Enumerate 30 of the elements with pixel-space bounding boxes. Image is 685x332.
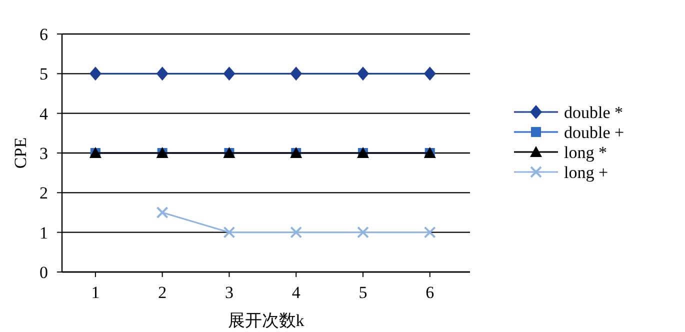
- x-tick-label: 5: [358, 283, 368, 302]
- y-tick-label: 0: [40, 263, 48, 282]
- x-tick-label: 4: [292, 283, 301, 302]
- x-axis-title: 展开次数k: [228, 311, 305, 330]
- x-tick-label: 2: [158, 283, 167, 302]
- point: [223, 226, 236, 238]
- legend-label: double +: [564, 123, 624, 142]
- x-tick-label: 3: [224, 283, 234, 302]
- y-tick-label: 4: [40, 104, 48, 124]
- point: [156, 66, 168, 81]
- point: [424, 66, 436, 81]
- legend-label: long +: [564, 163, 608, 182]
- point: [356, 226, 369, 238]
- point: [290, 66, 302, 81]
- y-tick-label: 6: [40, 25, 48, 44]
- point: [156, 206, 168, 218]
- y-tick-label: 3: [40, 144, 48, 163]
- y-tick-label: 2: [40, 184, 48, 203]
- point: [356, 66, 369, 81]
- y-tick-label: 1: [40, 223, 48, 242]
- legend-label: double *: [564, 103, 624, 122]
- point: [223, 66, 236, 81]
- x-tick-label: 6: [426, 283, 434, 302]
- legend-label: long *: [564, 143, 607, 162]
- y-tick-label: 5: [40, 64, 48, 84]
- y-axis-title: CPE: [11, 137, 30, 169]
- point: [290, 226, 302, 238]
- x-tick-label: 1: [91, 283, 100, 302]
- point: [89, 66, 102, 81]
- point: [424, 226, 436, 238]
